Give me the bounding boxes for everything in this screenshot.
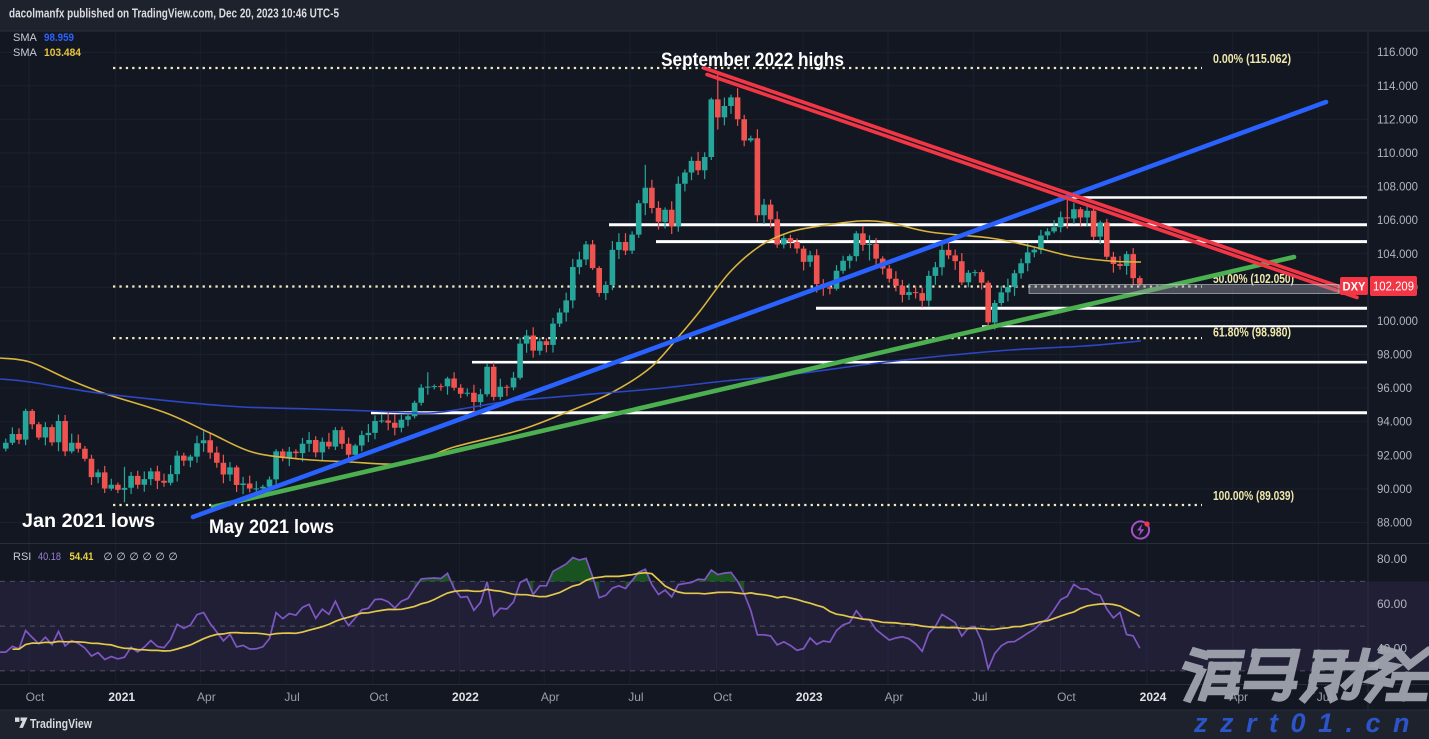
svg-text:Oct: Oct: [369, 690, 388, 704]
svg-text:RSI: RSI: [13, 551, 31, 563]
svg-text:Jan 2021 lows: Jan 2021 lows: [22, 511, 155, 532]
svg-text:∅: ∅: [143, 551, 152, 563]
svg-text:∅: ∅: [130, 551, 139, 563]
svg-text:2021: 2021: [108, 690, 135, 704]
svg-text:80.00: 80.00: [1377, 554, 1407, 566]
svg-text:88.000: 88.000: [1377, 518, 1412, 530]
svg-text:dacolmanfx published on Tradin: dacolmanfx published on TradingView.com,…: [9, 6, 339, 21]
svg-text:114.000: 114.000: [1377, 81, 1418, 93]
svg-text:106.000: 106.000: [1377, 215, 1418, 227]
svg-text:DXY: DXY: [1343, 280, 1366, 294]
svg-text:112.000: 112.000: [1377, 114, 1418, 126]
svg-text:116.000: 116.000: [1377, 47, 1418, 59]
svg-text:Jul: Jul: [284, 690, 299, 704]
svg-text:98.959: 98.959: [44, 32, 74, 44]
svg-text:2022: 2022: [452, 690, 479, 704]
svg-text:108.000: 108.000: [1377, 182, 1418, 194]
svg-text:Apr: Apr: [885, 690, 904, 704]
svg-text:Oct: Oct: [713, 690, 732, 704]
svg-text:SMA: SMA: [13, 47, 38, 59]
svg-text:zzrt01.cn: zzrt01.cn: [1193, 708, 1422, 738]
svg-text:∅: ∅: [156, 551, 165, 563]
svg-text:92.000: 92.000: [1377, 450, 1412, 462]
svg-text:0.00% (115.062): 0.00% (115.062): [1213, 52, 1291, 66]
svg-text:103.484: 103.484: [44, 47, 82, 59]
svg-text:40.18: 40.18: [38, 551, 61, 563]
svg-text:∅: ∅: [117, 551, 126, 563]
svg-text:∅: ∅: [104, 551, 113, 563]
svg-text:Apr: Apr: [197, 690, 216, 704]
svg-text:Oct: Oct: [1057, 690, 1076, 704]
svg-text:Apr: Apr: [541, 690, 560, 704]
svg-text:60.00: 60.00: [1377, 599, 1407, 611]
svg-text:110.000: 110.000: [1377, 148, 1418, 160]
svg-text:∅: ∅: [169, 551, 178, 563]
svg-text:100.000: 100.000: [1377, 316, 1418, 328]
svg-text:Oct: Oct: [26, 690, 45, 704]
svg-text:September 2022 highs: September 2022 highs: [661, 50, 844, 71]
svg-text:96.000: 96.000: [1377, 383, 1412, 395]
svg-text:50.00% (102.050): 50.00% (102.050): [1213, 272, 1294, 286]
svg-text:61.80% (98.980): 61.80% (98.980): [1213, 326, 1291, 340]
svg-text:98.000: 98.000: [1377, 350, 1412, 362]
svg-text:May 2021 lows: May 2021 lows: [209, 517, 334, 538]
svg-text:100.00% (89.039): 100.00% (89.039): [1213, 489, 1294, 503]
svg-text:Jul: Jul: [972, 690, 987, 704]
svg-text:104.000: 104.000: [1377, 249, 1418, 261]
svg-text:94.000: 94.000: [1377, 417, 1412, 429]
svg-text:Jul: Jul: [628, 690, 643, 704]
svg-text:102.209: 102.209: [1373, 280, 1414, 294]
svg-text:SMA: SMA: [13, 32, 38, 44]
svg-text:2023: 2023: [796, 690, 823, 704]
svg-text:54.41: 54.41: [70, 551, 94, 563]
svg-text:2024: 2024: [1140, 690, 1167, 704]
svg-text:90.000: 90.000: [1377, 484, 1412, 496]
svg-text:TradingView: TradingView: [30, 717, 92, 731]
